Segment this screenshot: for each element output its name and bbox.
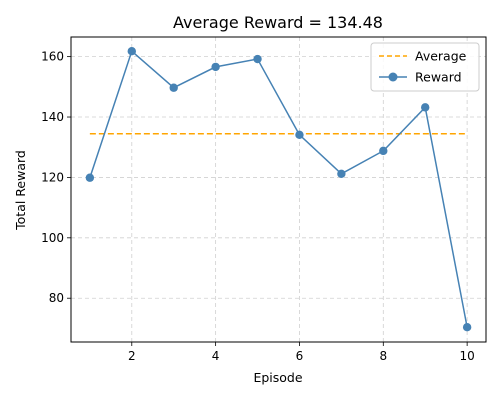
reward-point — [379, 146, 388, 156]
plot-lines — [85, 46, 472, 332]
reward-point — [295, 130, 304, 140]
plot-frame — [70, 36, 487, 343]
y-axis-label: Total Reward — [13, 150, 28, 231]
y-tick-label: 140 — [41, 110, 64, 124]
x-tick-label: 4 — [212, 349, 220, 363]
reward-point — [462, 323, 472, 332]
reward-point — [421, 103, 430, 112]
reward-point — [253, 54, 262, 64]
x-axis-label: Episode — [253, 370, 302, 385]
reward-line — [89, 49, 468, 328]
reward-point — [337, 169, 346, 178]
legend-average-label: Average — [415, 49, 467, 64]
axis-ticks: 2 4 6 8 10 80 100 120 140 160 — [41, 50, 475, 363]
legend-reward-label: Reward — [415, 70, 462, 85]
reward-point — [85, 173, 95, 182]
chart-title: Average Reward = 134.48 — [173, 13, 383, 32]
reward-point — [169, 83, 178, 92]
legend-reward-marker — [388, 72, 398, 82]
x-tick-label: 6 — [296, 349, 304, 363]
y-tick-label: 80 — [49, 291, 64, 305]
x-tick-label: 2 — [128, 349, 136, 363]
legend: Average Reward — [370, 42, 480, 92]
y-tick-label: 120 — [41, 170, 64, 184]
legend-box — [370, 42, 480, 92]
x-tick-label: 8 — [379, 349, 387, 363]
y-tick-label: 100 — [41, 231, 64, 245]
x-tick-label: 10 — [459, 349, 474, 363]
reward-point — [127, 46, 136, 56]
y-tick-label: 160 — [41, 50, 64, 64]
reward-point — [211, 62, 220, 72]
